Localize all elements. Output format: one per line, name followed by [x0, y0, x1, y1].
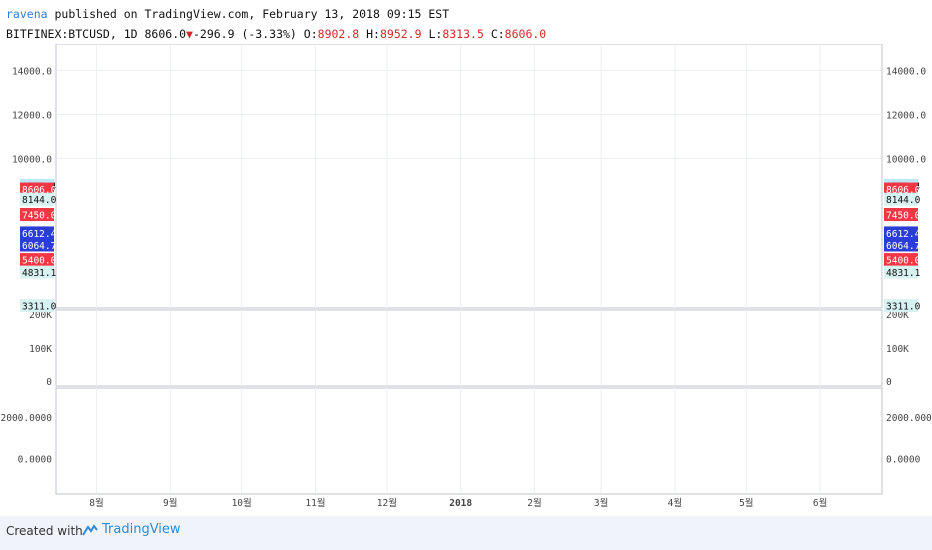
time-axis-label: 6월 — [813, 497, 827, 509]
price-axis-label: 10000.0 — [12, 154, 52, 165]
low-value: 8313.5 — [442, 27, 484, 41]
time-axis-label: 10월 — [232, 497, 252, 509]
time-axis-label: 3월 — [594, 497, 608, 509]
author-link[interactable]: ravena — [6, 7, 48, 21]
volume-axis-label: 0 — [886, 377, 892, 388]
time-axis-label: 11월 — [305, 497, 325, 509]
volume-axis-label: 100K — [29, 344, 52, 355]
price-tag-label: 8606.0 — [22, 185, 57, 196]
created-with-text: Created with — [6, 524, 83, 538]
macd-axis-label: 2000.0000 — [1, 413, 53, 424]
price-tag-label: 8144.0 — [886, 195, 921, 206]
price-tag — [884, 265, 918, 279]
volume-axis-label: 0 — [46, 377, 52, 388]
overlay: 8772.48772.48606.08606.08144.08144.07450… — [20, 178, 921, 313]
open-label: O: — [303, 27, 318, 41]
price-tag — [20, 192, 54, 206]
close-label: C: — [490, 27, 505, 41]
price-tag-label: 7450.0 — [886, 211, 921, 222]
time-axis-label: 2018 — [449, 498, 472, 509]
last-price: 8606.0 — [144, 27, 187, 41]
volume-axis-label: 200K — [29, 310, 52, 321]
low-label: L: — [428, 27, 443, 41]
volume-axis-label: 200K — [886, 310, 909, 321]
price-tag — [20, 265, 54, 279]
axes: 14000.0 14000.0 12000.0 12000.0 10000.0 10000… — [1, 44, 932, 509]
price-change: -296.9 (-3.33%) — [192, 27, 297, 41]
price-tag-label: 5400.0 — [886, 256, 921, 267]
price-tag-label: 7450.0 — [22, 211, 57, 222]
tradingview-link[interactable]: TradingView — [82, 522, 181, 537]
price-tag-label: 6064.7 — [886, 241, 920, 252]
price-tag — [884, 182, 918, 196]
price-axis-label: 14000.0 — [12, 66, 52, 77]
volume-axis-label: 100K — [886, 344, 909, 355]
time-axis-label: 8월 — [89, 497, 103, 509]
tradingview-brand: TradingView — [102, 522, 181, 537]
close-value: 8606.0 — [504, 27, 547, 41]
price-tag — [884, 299, 918, 313]
price-tag-label: 5400.0 — [22, 256, 57, 267]
price-tag-label: 6612.4 — [886, 229, 921, 240]
footer-bar: Created with TradingView — [0, 516, 932, 550]
price-tag-label: 4831.1 — [22, 268, 57, 279]
macd-axis-label: 0.0000 — [18, 455, 53, 466]
macd-pane-frame — [55, 387, 883, 495]
time-axis-label: 2월 — [527, 497, 541, 509]
price-tag — [884, 192, 918, 206]
publish-line: ravena published on TradingView.com, Feb… — [6, 7, 449, 21]
price-tag — [20, 238, 54, 252]
macd-axis-label: 0.0000 — [886, 455, 921, 466]
open-value: 8902.8 — [317, 27, 360, 41]
vol-pane-frame — [55, 309, 883, 387]
published-text: published on TradingView.com, February 1… — [54, 7, 450, 21]
price-tag — [20, 208, 54, 221]
symbol-label: BITFINEX:BTCUSD, 1D — [6, 27, 138, 41]
high-value: 8952.9 — [379, 27, 422, 41]
tradingview-logo-icon — [82, 523, 98, 536]
price-tag-label: 6612.4 — [22, 229, 57, 240]
price-axis-label: 12000.0 — [12, 110, 52, 121]
chart-canvas[interactable]: 위 3일선 120저항 아래 주봉 14000.014000.012000.01… — [0, 44, 932, 516]
price-tag-label: 8606.0 — [886, 185, 921, 196]
price-tag-label: 3311.0 — [886, 302, 921, 313]
price-tag — [20, 299, 54, 313]
time-axis-label: 4월 — [668, 497, 682, 509]
price-tag-label: 8144.0 — [22, 195, 57, 206]
price-tag — [884, 226, 918, 240]
price-tag — [20, 226, 54, 240]
price-axis-label: 12000.0 — [886, 110, 926, 121]
chart-header: ravena published on TradingView.com, Feb… — [0, 0, 932, 44]
price-tag — [20, 182, 54, 196]
price-axis-label: 10000.0 — [886, 154, 926, 165]
price-tag-label: 6064.7 — [22, 241, 56, 252]
main-pane-frame — [55, 44, 883, 309]
price-tag — [20, 253, 54, 267]
price-tag-label: 4831.1 — [886, 268, 921, 279]
time-axis-label: 5월 — [739, 497, 753, 509]
ohlc-line: BITFINEX:BTCUSD, 1D 8606.0▼-296.9 (-3.33… — [6, 27, 546, 41]
time-axis-label: 9월 — [163, 497, 177, 509]
high-label: H: — [366, 27, 380, 41]
macd-axis-label: 2000.0000 — [886, 413, 932, 424]
price-tag-label: 3311.0 — [22, 302, 57, 313]
price-tag — [884, 238, 918, 252]
price-axis-label: 14000.0 — [886, 66, 926, 77]
time-axis-label: 12월 — [377, 497, 397, 509]
price-tag — [884, 253, 918, 267]
price-tag — [884, 208, 918, 221]
down-arrow-icon: ▼ — [186, 27, 193, 41]
